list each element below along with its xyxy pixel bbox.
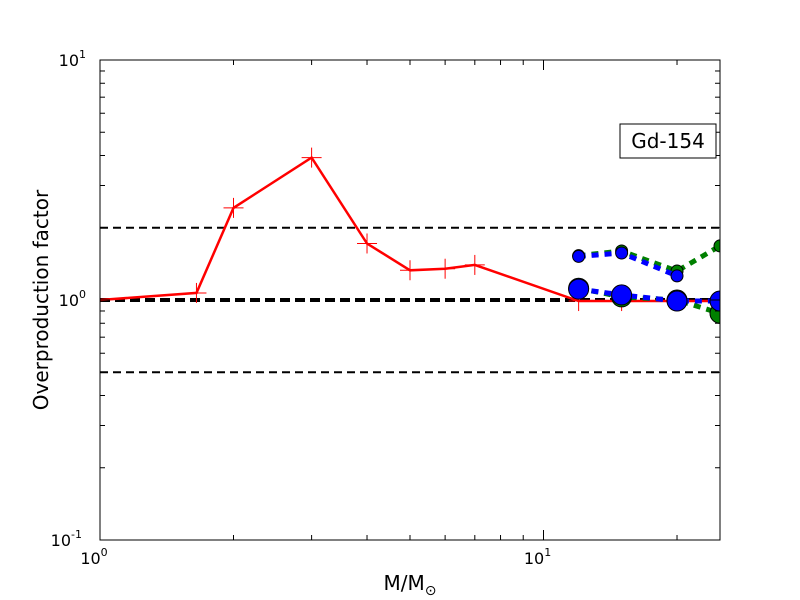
annotation-label: Gd-154 [631,129,705,153]
series-0-point-2 [223,197,244,218]
x-axis-label-sub: ⊙ [425,583,437,599]
series-4-point-3 [709,290,720,312]
y-axis-label: Overproduction factor [29,189,53,410]
data-series [100,147,720,324]
x-axis-label-main: M/M [384,571,425,595]
annotation-box: Gd-154 [619,123,717,159]
x-tick-exponent-1: 1 [544,546,551,559]
series-0-point-7 [464,254,485,275]
x-tick-label-1: 101 [524,546,551,568]
series-1-point-3 [713,239,720,253]
y-tick-label-1: 100 [59,288,86,310]
series-0-point-6 [435,258,456,279]
y-tick-label-0: 10-1 [51,528,82,550]
y-tick-label-2: 101 [59,48,86,70]
series-4-point-0 [568,278,590,300]
series-0-point-1 [186,282,207,303]
x-tick-exponent-0: 0 [101,546,108,559]
series-0-point-5 [400,260,420,281]
y-tick-exponent-1: 0 [79,288,86,301]
series-4-point-2 [666,290,688,312]
series-4-line [578,286,720,304]
x-tick-label-0: 100 [80,546,107,568]
series-4 [568,278,720,312]
series-0-point-3 [301,147,322,168]
series-2-point-2 [670,269,684,283]
y-tick-exponent-2: 1 [79,48,86,61]
series-2-point-0 [572,249,586,263]
annotation-frame [619,123,717,159]
y-tick-exponent-0: -1 [71,528,82,541]
series-0-point-4 [357,233,378,254]
series-4-point-1 [611,284,633,306]
x-axis-label: M/M⊙ [384,571,437,599]
series-2 [572,246,684,283]
series-2-point-1 [615,246,629,260]
